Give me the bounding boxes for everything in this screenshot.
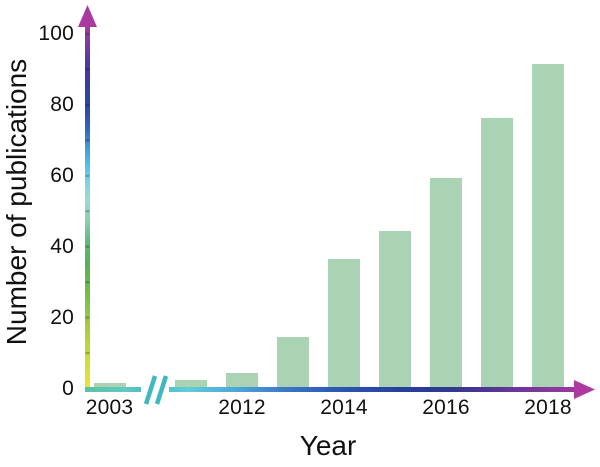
x-tick-label-2003: 2003 [85, 396, 134, 419]
y-axis-title: Number of publications [1, 58, 32, 346]
bar-2011 [175, 379, 207, 387]
x-axis-arrow-icon [574, 380, 595, 399]
y-tick-mark [85, 139, 90, 142]
y-tick-mark [85, 351, 90, 355]
axis-break-slash [143, 375, 158, 405]
x-axis-line [85, 387, 576, 392]
x-axis-title: Year [299, 430, 357, 461]
bar-2016 [430, 177, 462, 387]
y-tick-label-0: 0 [62, 376, 74, 400]
y-tick-mark [85, 245, 90, 248]
y-tick-mark [85, 103, 90, 107]
bar-2013 [277, 337, 309, 387]
bar-2014 [328, 259, 360, 387]
x-tick-label-2016: 2016 [422, 396, 470, 419]
y-tick-label-100: 100 [38, 22, 74, 45]
bar-2018 [532, 64, 564, 387]
bar-2012 [226, 372, 258, 387]
x-tick-label-2014: 2014 [320, 396, 368, 419]
y-tick-mark [85, 280, 90, 284]
y-tick-label-60: 60 [50, 163, 74, 187]
bar-2017 [481, 117, 513, 387]
y-tick-label-20: 20 [50, 305, 74, 329]
x-tick-label-2018: 2018 [524, 396, 572, 419]
y-tick-mark [85, 210, 90, 213]
axis-break-slash [154, 375, 169, 405]
y-tick-mark [85, 32, 90, 36]
y-axis-arrow-icon [78, 5, 97, 27]
y-tick-label-80: 80 [50, 92, 74, 116]
bar-2015 [379, 231, 411, 387]
x-tick-label-2012: 2012 [218, 396, 266, 419]
y-tick-label-40: 40 [50, 234, 74, 258]
bar-2003 [93, 383, 126, 387]
y-tick-mark [85, 316, 90, 319]
y-axis-line [85, 26, 90, 391]
y-tick-mark [85, 68, 90, 71]
y-tick-mark [85, 174, 90, 177]
